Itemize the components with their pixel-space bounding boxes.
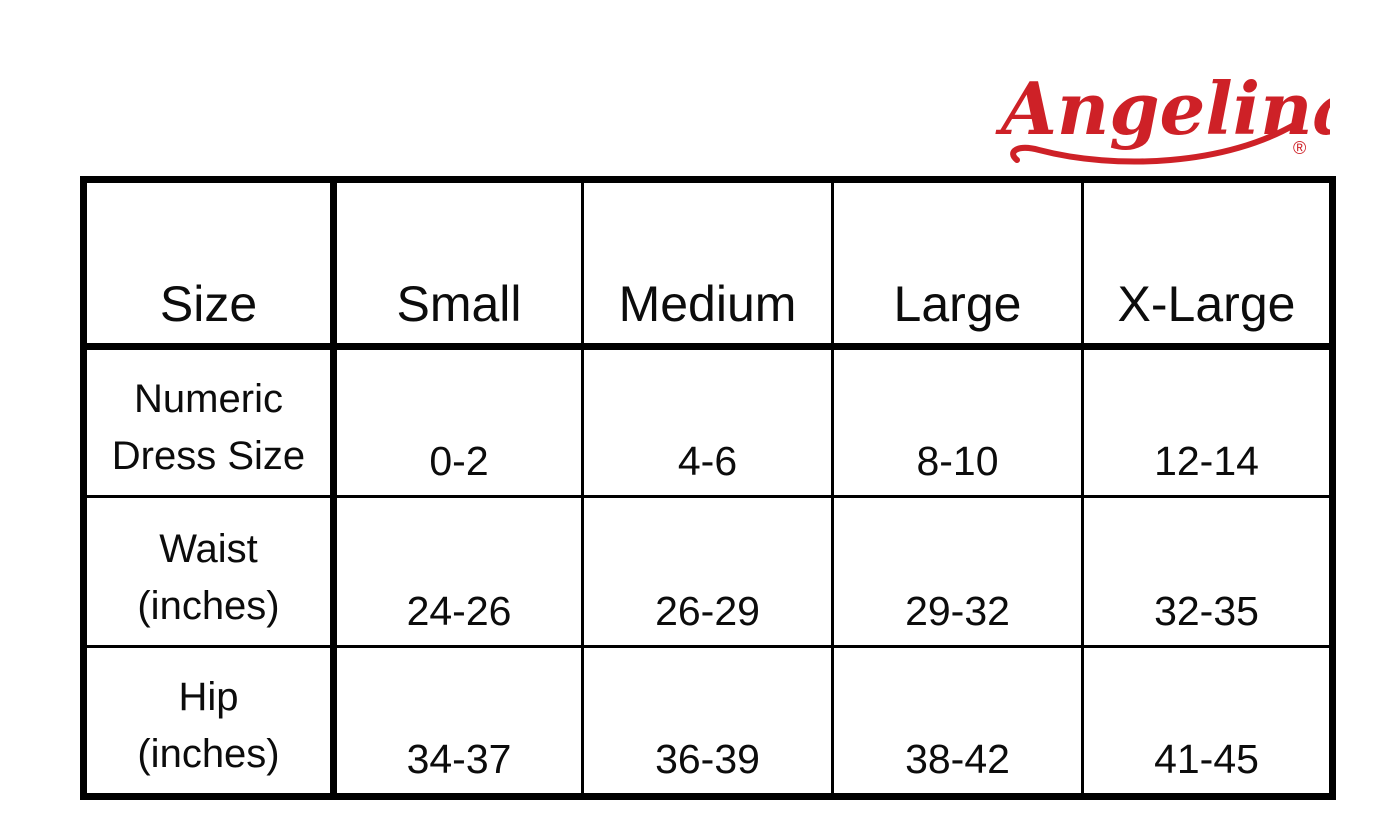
size-chart-table: Size Small Medium Large X-Large Numeric …	[80, 176, 1336, 800]
table-cell: 26-29	[581, 495, 834, 648]
column-header-large: Large	[831, 178, 1084, 350]
table-cell: 32-35	[1081, 495, 1334, 648]
row-label-hip: Hip (inches)	[82, 645, 337, 798]
table-cell: 24-26	[332, 495, 584, 648]
table-cell: 41-45	[1081, 645, 1334, 798]
row-label-numeric-dress-size: Numeric Dress Size	[82, 345, 337, 498]
table-row-numeric-dress-size: Numeric Dress Size 0-2 4-6 8-10 12-14	[82, 345, 1334, 498]
table-cell: 38-42	[831, 645, 1084, 798]
brand-logo-text: Angelina	[995, 66, 1330, 151]
table-row-waist: Waist (inches) 24-26 26-29 29-32 32-35	[82, 495, 1334, 648]
brand-logo: Angelina ®	[995, 60, 1330, 170]
angelina-logo-graphic: Angelina ®	[995, 66, 1330, 165]
table-cell: 0-2	[332, 345, 584, 498]
table-cell: 8-10	[831, 345, 1084, 498]
table-cell: 34-37	[332, 645, 584, 798]
table-row-hip: Hip (inches) 34-37 36-39 38-42 41-45	[82, 645, 1334, 798]
column-header-medium: Medium	[581, 178, 834, 350]
registered-trademark-icon: ®	[1293, 138, 1306, 158]
header-row: Size Small Medium Large X-Large	[82, 178, 1334, 350]
logo-swash-underline	[1010, 119, 1302, 165]
table-cell: 29-32	[831, 495, 1084, 648]
table-cell: 4-6	[581, 345, 834, 498]
column-header-size: Size	[82, 178, 337, 350]
column-header-small: Small	[332, 178, 584, 350]
table-cell: 36-39	[581, 645, 834, 798]
table-cell: 12-14	[1081, 345, 1334, 498]
row-label-waist: Waist (inches)	[82, 495, 337, 648]
column-header-xlarge: X-Large	[1081, 178, 1334, 350]
